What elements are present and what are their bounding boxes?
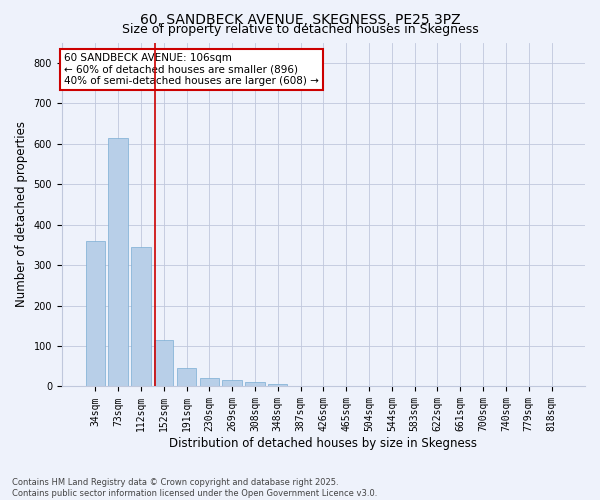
Bar — [131, 247, 151, 386]
Text: 60 SANDBECK AVENUE: 106sqm
← 60% of detached houses are smaller (896)
40% of sem: 60 SANDBECK AVENUE: 106sqm ← 60% of deta… — [64, 53, 319, 86]
Y-axis label: Number of detached properties: Number of detached properties — [15, 122, 28, 308]
Bar — [109, 138, 128, 386]
Bar — [200, 378, 219, 386]
Bar — [154, 340, 173, 386]
Bar — [223, 380, 242, 386]
X-axis label: Distribution of detached houses by size in Skegness: Distribution of detached houses by size … — [169, 437, 478, 450]
Bar — [86, 241, 105, 386]
Bar — [268, 384, 287, 386]
Text: Size of property relative to detached houses in Skegness: Size of property relative to detached ho… — [122, 22, 478, 36]
Bar — [177, 368, 196, 386]
Bar — [245, 382, 265, 386]
Text: Contains HM Land Registry data © Crown copyright and database right 2025.
Contai: Contains HM Land Registry data © Crown c… — [12, 478, 377, 498]
Text: 60, SANDBECK AVENUE, SKEGNESS, PE25 3PZ: 60, SANDBECK AVENUE, SKEGNESS, PE25 3PZ — [140, 12, 460, 26]
